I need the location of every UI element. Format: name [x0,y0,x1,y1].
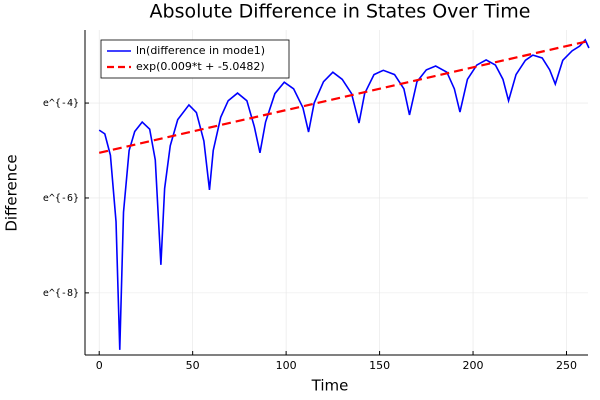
y-tick-label: e^{-4} [43,98,79,109]
data-line [98,38,590,350]
x-tick-label: 0 [96,359,103,372]
x-axis-label: Time [311,377,349,395]
y-tick-label: e^{-8} [43,288,79,299]
legend-box [100,39,290,79]
legend-label: ln(difference in mode1) [136,44,265,57]
y-tick-label: e^{-6} [43,193,79,204]
x-tick-label: 100 [276,359,297,372]
x-tick-label: 50 [186,359,200,372]
x-tick-label: 200 [463,359,484,372]
x-tick-label: 150 [369,359,390,372]
legend-label: exp(0.009*t + -5.0482) [136,60,265,73]
y-axis-label: Difference [3,154,21,231]
legend: ln(difference in mode1) exp(0.009*t + -5.… [100,39,290,79]
x-tick-label: 250 [556,359,577,372]
chart-title: Absolute Difference in States Over Time [150,1,531,23]
